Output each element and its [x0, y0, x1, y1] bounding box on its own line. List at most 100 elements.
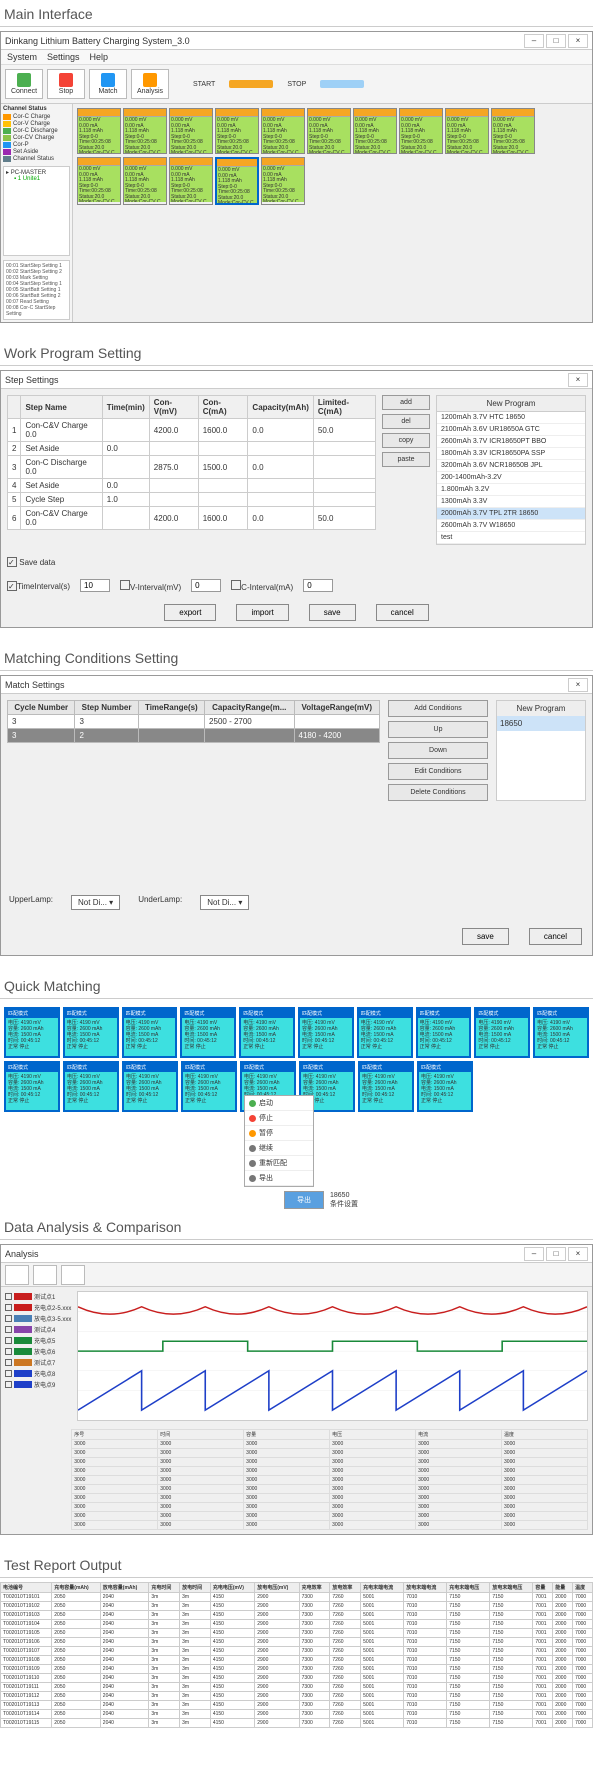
qm-cell[interactable]: 匹配模式电压: 4190 mV容量: 2600 mAh电流: 1500 mA时间… [358, 1061, 414, 1112]
tool-match-button[interactable]: Match [89, 69, 127, 99]
ctx-menu-item[interactable]: 重新匹配 [245, 1156, 313, 1171]
qm-cell[interactable]: 匹配模式电压: 4190 mV容量: 2600 mAh电流: 1500 mA时间… [180, 1007, 236, 1058]
program-item[interactable]: 2100mAh 3.6V UR18650A GTC [437, 424, 585, 436]
legend-item[interactable]: 测试点4 [5, 1324, 73, 1335]
legend-item[interactable]: 充电点8 [5, 1368, 73, 1379]
step-cancel-button[interactable]: cancel [376, 604, 429, 621]
match-action-button[interactable]: Add Conditions [388, 700, 488, 717]
step-row[interactable]: 2Set Aside0.0 [8, 442, 376, 456]
ctx-menu-item[interactable]: 启动 [245, 1096, 313, 1111]
ctx-menu-item[interactable]: 继续 [245, 1141, 313, 1156]
program-item[interactable]: 1300mAh 3.3V [437, 496, 585, 508]
match-action-button[interactable]: Delete Conditions [388, 784, 488, 801]
qm-cell[interactable]: 匹配模式电压: 4190 mV容量: 2600 mAh电流: 1500 mA时间… [63, 1061, 119, 1112]
qm-cell[interactable]: 匹配模式电压: 4190 mV容量: 2600 mAh电流: 1500 mA时间… [122, 1007, 178, 1058]
step-row[interactable]: 5Cycle Step1.0 [8, 493, 376, 507]
tool-icon[interactable] [33, 1265, 57, 1285]
ctx-menu-item[interactable]: 导出 [245, 1171, 313, 1186]
legend-item[interactable]: 测试点1 [5, 1291, 73, 1302]
channel-cell[interactable]: 0.000 mV0.00 mA1.118 mAhStep:0-0Time:00:… [123, 157, 167, 205]
qm-cell[interactable]: 匹配模式电压: 4190 mV容量: 2600 mAh电流: 1500 mA时间… [4, 1007, 60, 1058]
match-table[interactable]: Cycle NumberStep NumberTimeRange(s)Capac… [7, 700, 380, 743]
channel-cell[interactable]: 0.000 mV0.00 mA1.118 mAhStep:0-0Time:00:… [169, 157, 213, 205]
program-item[interactable]: 3200mAh 3.6V NCR18650B JPL [437, 460, 585, 472]
qm-cell[interactable]: 匹配模式电压: 4190 mV容量: 2600 mAh电流: 1500 mA时间… [181, 1061, 237, 1112]
context-menu[interactable]: 启动停止暂停继续重新匹配导出 [244, 1095, 314, 1187]
legend-item[interactable]: 测试点7 [5, 1357, 73, 1368]
step-paste-button[interactable]: paste [382, 452, 430, 467]
step-row[interactable]: 4Set Aside0.0 [8, 479, 376, 493]
channel-cell[interactable]: 0.000 mV0.00 mA1.118 mAhStep:0-0Time:00:… [261, 108, 305, 154]
c-interval-input[interactable] [303, 579, 333, 592]
qm-cell[interactable]: 匹配模式电压: 4190 mV容量: 2600 mAh电流: 1500 mA时间… [298, 1007, 354, 1058]
close-button[interactable]: × [568, 373, 588, 387]
device-tree[interactable]: ▸ PC-MASTER ▪ 1 Unite1 [3, 166, 70, 256]
qm-cell[interactable]: 匹配模式电压: 4190 mV容量: 2600 mAh电流: 1500 mA时间… [474, 1007, 530, 1058]
time-interval-input[interactable] [80, 579, 110, 592]
legend-item[interactable]: 放电点6 [5, 1346, 73, 1357]
match-cancel-button[interactable]: cancel [529, 928, 582, 945]
qm-cell[interactable]: 匹配模式电压: 4190 mV容量: 2600 mAh电流: 1500 mA时间… [63, 1007, 119, 1058]
qm-cell[interactable]: 匹配模式电压: 4190 mV容量: 2600 mAh电流: 1500 mA时间… [122, 1061, 178, 1112]
close-button[interactable]: × [568, 34, 588, 48]
minimize-button[interactable]: – [524, 34, 544, 48]
channel-cell[interactable]: 0.000 mV0.00 mA1.118 mAhStep:0-0Time:00:… [445, 108, 489, 154]
close-button[interactable]: × [568, 1247, 588, 1261]
channel-cell[interactable]: 0.000 mV0.00 mA1.118 mAhStep:0-0Time:00:… [307, 108, 351, 154]
match-action-button[interactable]: Up [388, 721, 488, 738]
channel-cell[interactable]: 0.000 mV0.00 mA1.118 mAhStep:0-0Time:00:… [261, 157, 305, 205]
legend-item[interactable]: 放电点9 [5, 1379, 73, 1390]
match-action-button[interactable]: Down [388, 742, 488, 759]
qm-cell[interactable]: 匹配模式电压: 4190 mV容量: 2600 mAh电流: 1500 mA时间… [533, 1007, 589, 1058]
program-item[interactable]: 1.800mAh 3.2V [437, 484, 585, 496]
program-item[interactable]: test [437, 532, 585, 544]
step-del-button[interactable]: del [382, 414, 430, 429]
time-interval-check[interactable]: ✓TimeInterval(s) [7, 581, 70, 591]
legend-item[interactable]: 放电点3-5.xxx [5, 1313, 73, 1324]
channel-cell[interactable]: 0.000 mV0.00 mA1.118 mAhStep:0-0Time:00:… [353, 108, 397, 154]
program-item[interactable]: 2000mAh 3.7V TPL 2TR 18650 [437, 508, 585, 520]
step-copy-button[interactable]: copy [382, 433, 430, 448]
v-interval-check[interactable]: V-Interval(mV) [120, 580, 181, 592]
upper-lamp-select[interactable]: Not Di... ▾ [71, 895, 120, 910]
program-item[interactable]: 200-1400mAh-3.2V [437, 472, 585, 484]
channel-cell[interactable]: 0.000 mV0.00 mA1.118 mAhStep:0-0Time:00:… [169, 108, 213, 154]
step-save-button[interactable]: save [309, 604, 356, 621]
export-button[interactable]: 导出 [284, 1191, 324, 1209]
match-program-item[interactable]: 18650 [497, 716, 585, 731]
match-row[interactable]: 324180 - 4200 [8, 729, 380, 743]
under-lamp-select[interactable]: Not Di... ▾ [200, 895, 249, 910]
tool-icon[interactable] [61, 1265, 85, 1285]
match-save-button[interactable]: save [462, 928, 509, 945]
channel-cell[interactable]: 0.000 mV0.00 mA1.118 mAhStep:0-0Time:00:… [215, 157, 259, 205]
qm-cell[interactable]: 匹配模式电压: 4190 mV容量: 2600 mAh电流: 1500 mA时间… [417, 1061, 473, 1112]
v-interval-input[interactable] [191, 579, 221, 592]
program-item[interactable]: 1800mAh 3.3V ICR18650PA SSP [437, 448, 585, 460]
channel-cell[interactable]: 0.000 mV0.00 mA1.118 mAhStep:0-0Time:00:… [215, 108, 259, 154]
step-import-button[interactable]: import [236, 604, 288, 621]
step-row[interactable]: 6Con-C&V Charge 0.04200.01600.00.050.0 [8, 507, 376, 530]
ctx-menu-item[interactable]: 停止 [245, 1111, 313, 1126]
channel-cell[interactable]: 0.000 mV0.00 mA1.118 mAhStep:0-0Time:00:… [77, 108, 121, 154]
program-list[interactable]: New Program 1200mAh 3.7V HTC 186502100mA… [436, 395, 586, 545]
ctx-menu-item[interactable]: 暂停 [245, 1126, 313, 1141]
qm-cell[interactable]: 匹配模式电压: 4190 mV容量: 2600 mAh电流: 1500 mA时间… [4, 1061, 60, 1112]
qm-cell[interactable]: 匹配模式电压: 4190 mV容量: 2600 mAh电流: 1500 mA时间… [416, 1007, 472, 1058]
menu-item[interactable]: Settings [47, 52, 80, 62]
close-button[interactable]: × [568, 678, 588, 692]
match-action-button[interactable]: Edit Conditions [388, 763, 488, 780]
step-add-button[interactable]: add [382, 395, 430, 410]
menu-item[interactable]: System [7, 52, 37, 62]
minimize-button[interactable]: – [524, 1247, 544, 1261]
program-item[interactable]: 2600mAh 3.7V W18650 [437, 520, 585, 532]
program-item[interactable]: 1200mAh 3.7V HTC 18650 [437, 412, 585, 424]
maximize-button[interactable]: □ [546, 34, 566, 48]
legend-item[interactable]: 充电点5 [5, 1335, 73, 1346]
step-export-button[interactable]: export [164, 604, 216, 621]
match-row[interactable]: 332500 - 2700 [8, 715, 380, 729]
tool-icon[interactable] [5, 1265, 29, 1285]
qm-cell[interactable]: 匹配模式电压: 4190 mV容量: 2600 mAh电流: 1500 mA时间… [239, 1007, 295, 1058]
save-data-check[interactable]: ✓ Save data [7, 557, 55, 567]
legend-item[interactable]: 充电点2-5.xxx [5, 1302, 73, 1313]
channel-cell[interactable]: 0.000 mV0.00 mA1.118 mAhStep:0-0Time:00:… [123, 108, 167, 154]
